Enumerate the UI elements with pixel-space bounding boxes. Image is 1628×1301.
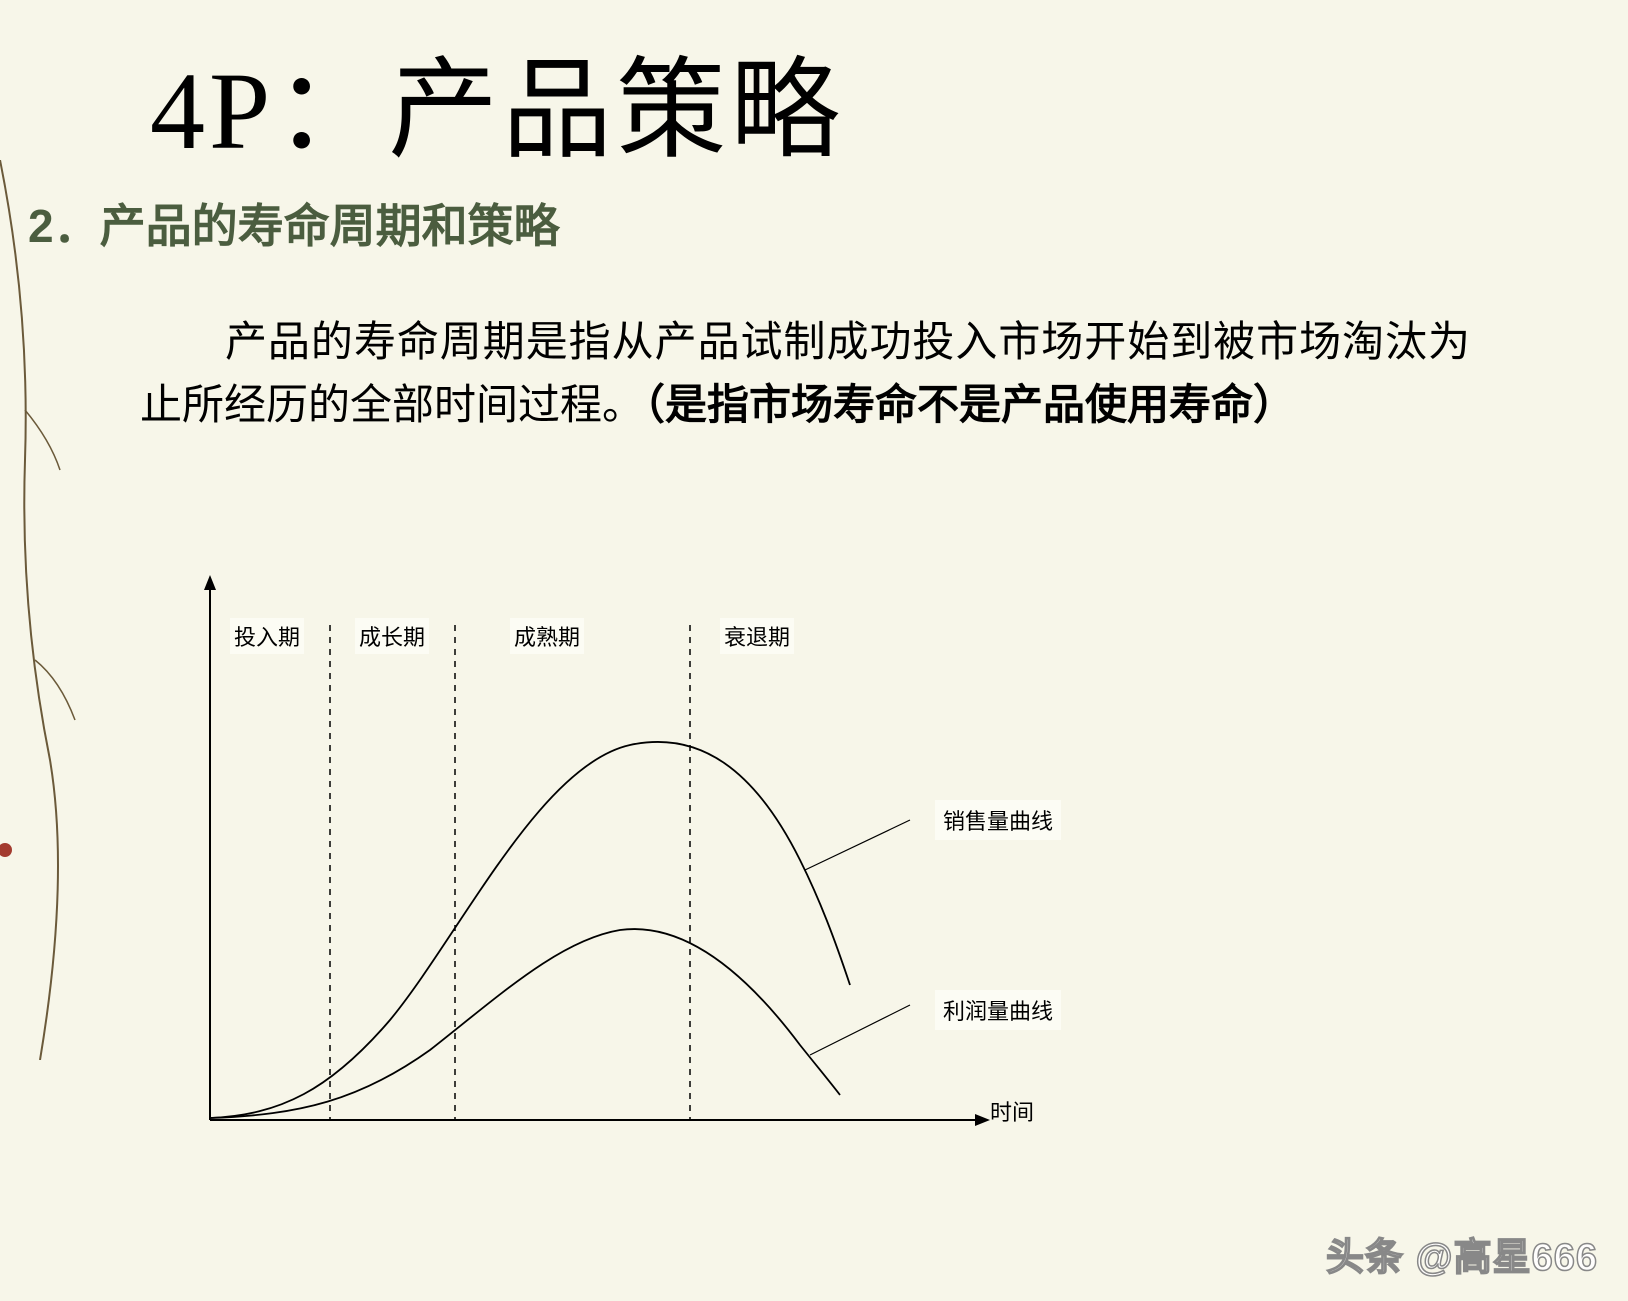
phase-label-growth: 成长期	[355, 618, 429, 654]
lifecycle-chart: 投入期 成长期 成熟期 衰退期 销售量曲线 利润量曲线 时间	[160, 570, 1260, 1220]
profit-connector	[810, 1005, 910, 1055]
chart-svg	[160, 570, 1260, 1220]
legend-sales: 销售量曲线	[935, 800, 1061, 840]
body-bold: （是指市场寿命不是产品使用寿命）	[644, 381, 1295, 428]
phase-label-maturity: 成熟期	[510, 618, 584, 654]
phase-label-decline: 衰退期	[720, 618, 794, 654]
sales-curve	[210, 742, 850, 1118]
sales-connector	[805, 820, 910, 870]
branch-decoration	[0, 160, 110, 1060]
section-subtitle: 2．产品的寿命周期和策略	[28, 190, 560, 256]
watermark: 头条 @高星666	[1326, 1226, 1598, 1281]
x-axis-label: 时间	[990, 1095, 1034, 1127]
phase-label-intro: 投入期	[230, 618, 304, 654]
page-title: 4P：产品策略	[150, 20, 844, 180]
y-axis-arrow	[204, 575, 216, 590]
legend-profit: 利润量曲线	[935, 990, 1061, 1030]
x-axis-arrow	[975, 1114, 990, 1126]
slide: 4P：产品策略 2．产品的寿命周期和策略 产品的寿命周期是指从产品试制成功投入市…	[0, 0, 1628, 1301]
profit-curve	[210, 929, 840, 1118]
body-paragraph: 产品的寿命周期是指从产品试制成功投入市场开始到被市场淘汰为止所经历的全部时间过程…	[140, 310, 1470, 436]
